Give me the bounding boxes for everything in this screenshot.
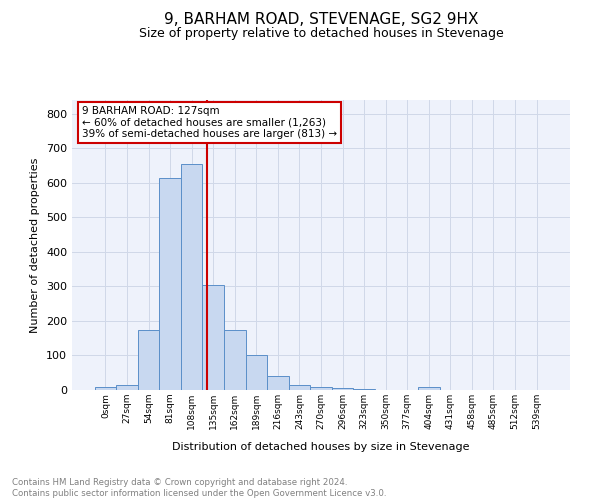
- Bar: [418, 387, 440, 390]
- Text: 9 BARHAM ROAD: 127sqm
← 60% of detached houses are smaller (1,263)
39% of semi-d: 9 BARHAM ROAD: 127sqm ← 60% of detached …: [82, 106, 337, 139]
- Text: Distribution of detached houses by size in Stevenage: Distribution of detached houses by size …: [172, 442, 470, 452]
- Y-axis label: Number of detached properties: Number of detached properties: [31, 158, 40, 332]
- Bar: [160, 178, 181, 390]
- Bar: [181, 164, 202, 390]
- Bar: [95, 387, 116, 390]
- Bar: [202, 284, 224, 390]
- Bar: [224, 330, 245, 390]
- Bar: [289, 385, 310, 390]
- Bar: [138, 330, 160, 390]
- Text: 9, BARHAM ROAD, STEVENAGE, SG2 9HX: 9, BARHAM ROAD, STEVENAGE, SG2 9HX: [164, 12, 478, 28]
- Text: Size of property relative to detached houses in Stevenage: Size of property relative to detached ho…: [139, 28, 503, 40]
- Bar: [267, 376, 289, 390]
- Bar: [245, 356, 267, 390]
- Bar: [310, 386, 332, 390]
- Text: Contains HM Land Registry data © Crown copyright and database right 2024.
Contai: Contains HM Land Registry data © Crown c…: [12, 478, 386, 498]
- Bar: [332, 388, 353, 390]
- Bar: [116, 385, 138, 390]
